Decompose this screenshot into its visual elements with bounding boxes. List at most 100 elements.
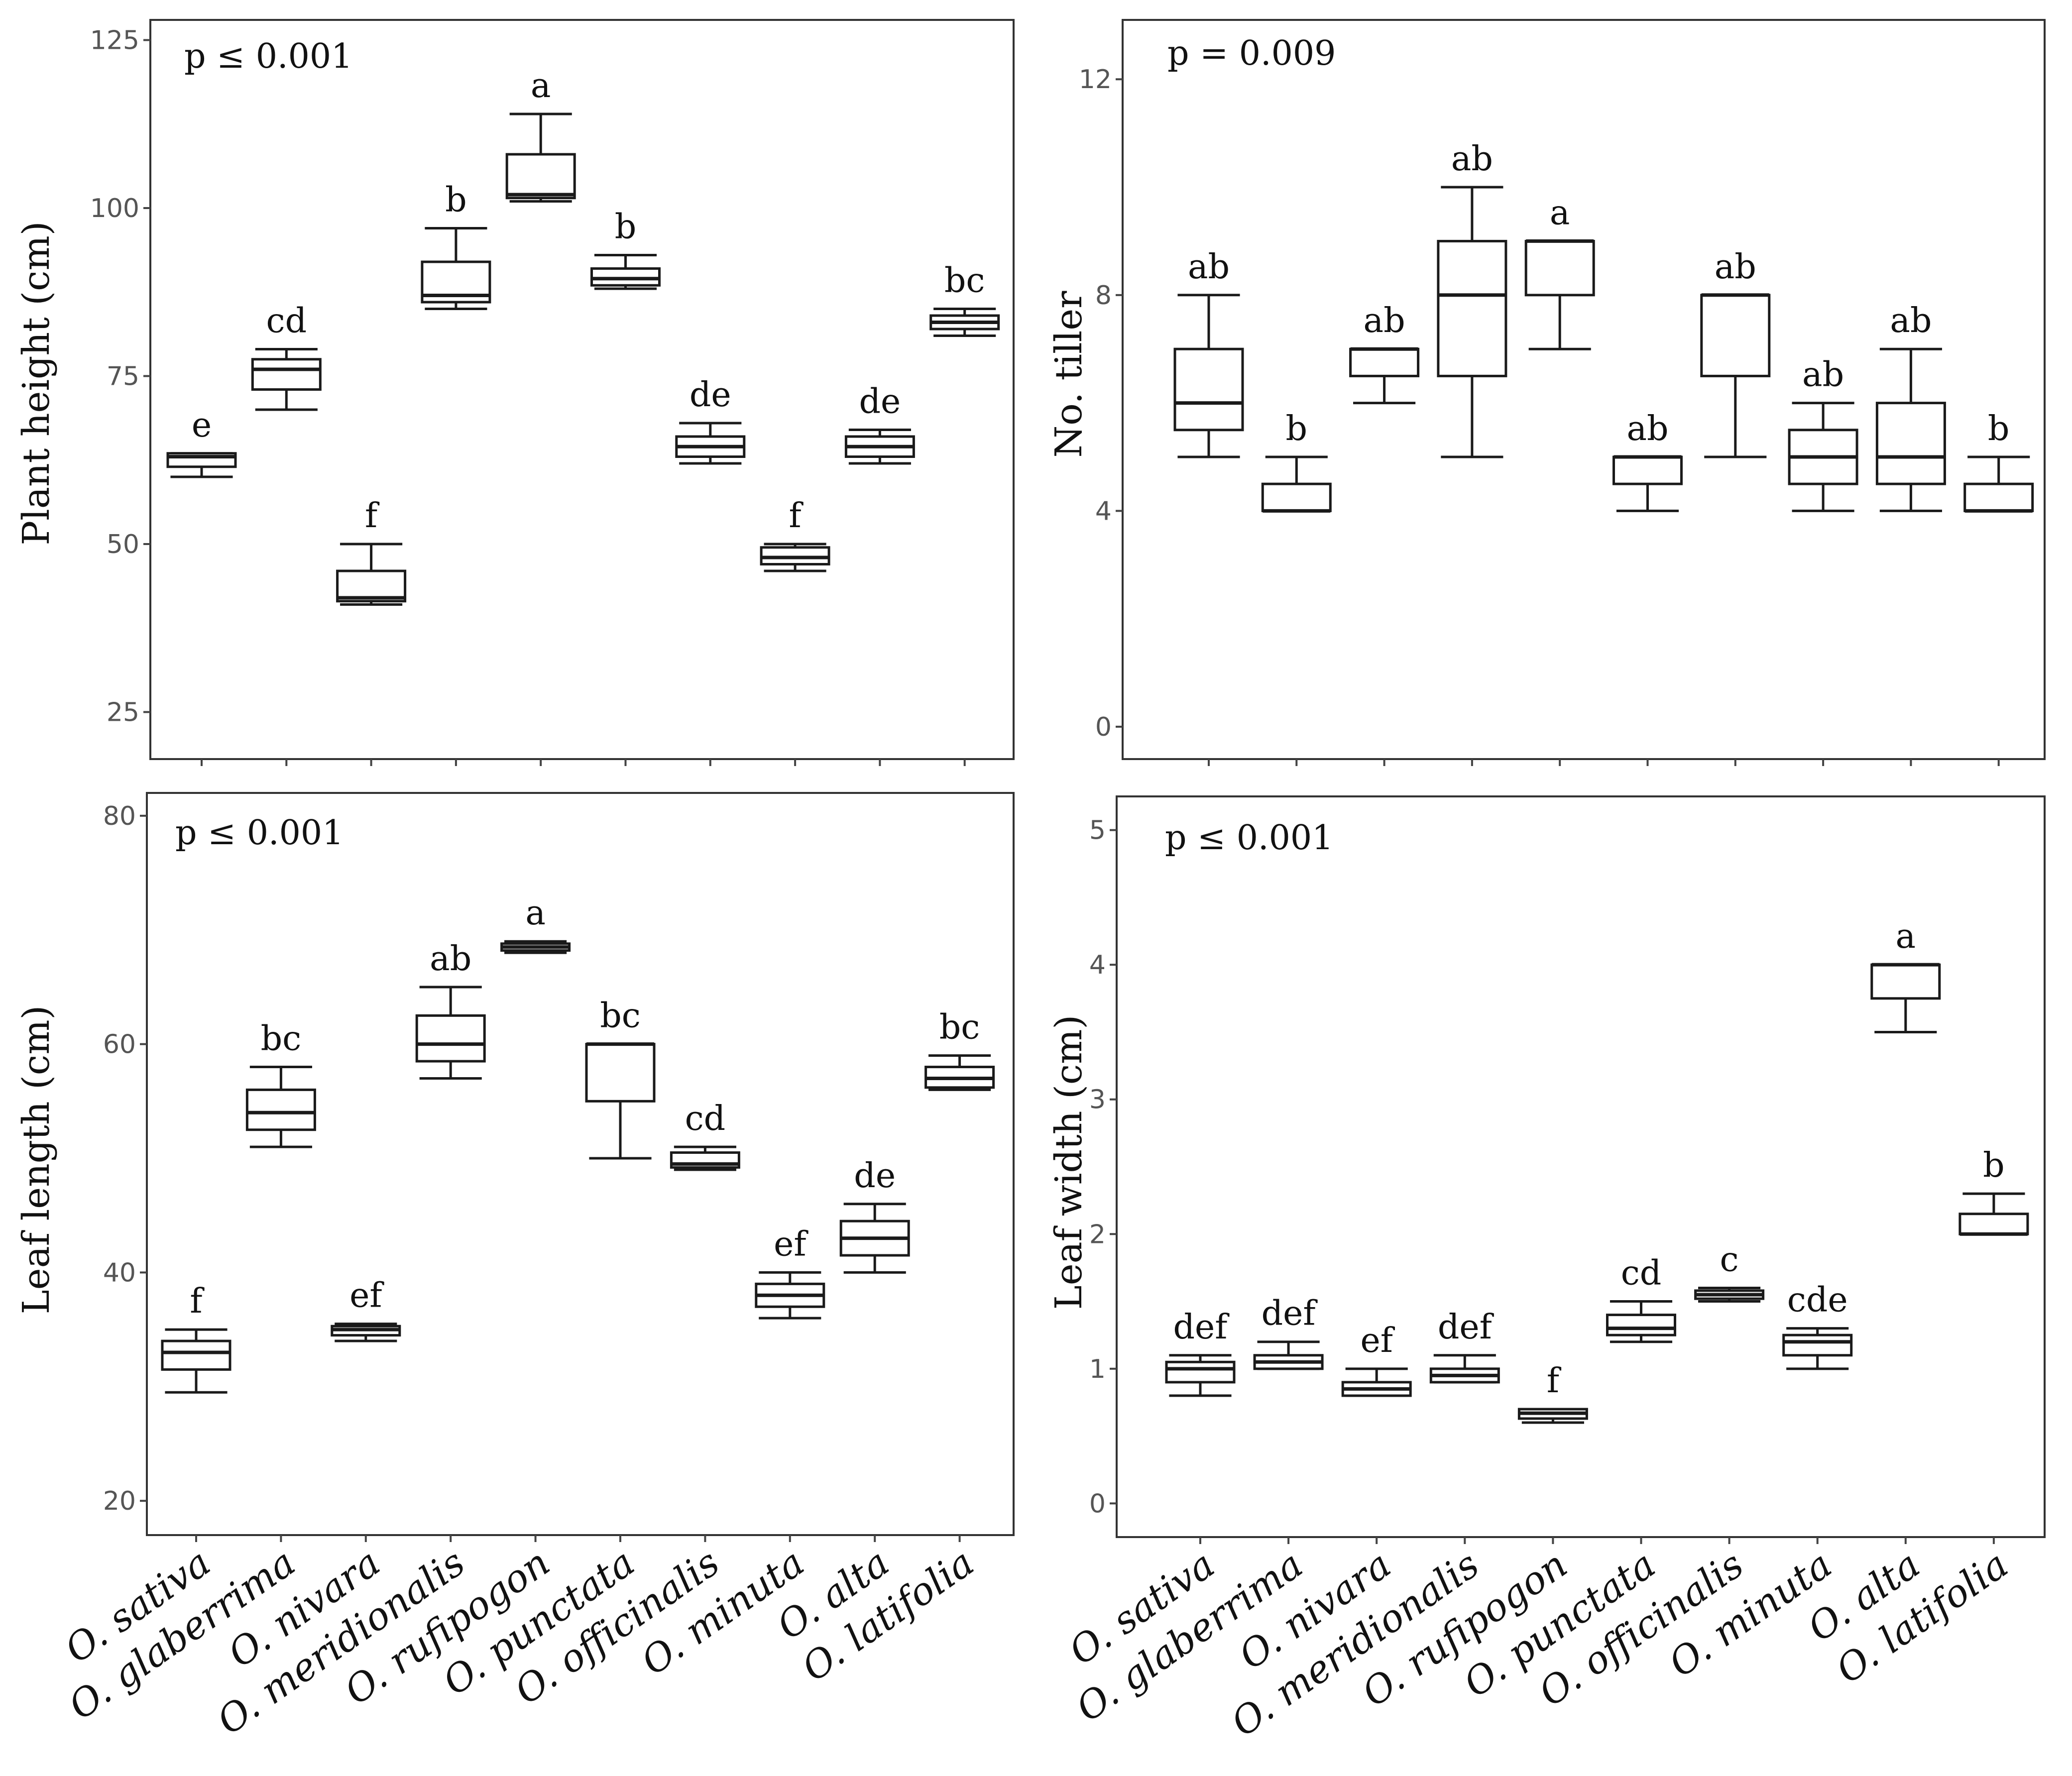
box-o-nivara: ef — [1341, 1321, 1412, 1397]
y-tick-label: 2 — [1089, 1220, 1106, 1249]
y-tick-label: 4 — [1095, 496, 1112, 526]
box-o-officinalis: c — [1694, 1240, 1765, 1303]
significance-letter: e — [192, 406, 212, 445]
iqr-box — [1524, 239, 1595, 297]
boxes: f bc ef ab a bc cd ef de bc — [161, 893, 995, 1394]
y-tick-label: 80 — [103, 801, 136, 831]
significance-letter: def — [1438, 1308, 1495, 1347]
iqr-box — [161, 1339, 231, 1371]
y-tick-label: 0 — [1095, 712, 1112, 742]
y-axis-label: No. tiller — [1047, 291, 1090, 458]
box-o-minuta: ef — [755, 1224, 825, 1320]
box-o-officinalis: de — [675, 375, 746, 465]
p-value: p ≤ 0.001 — [184, 37, 352, 76]
box-o-sativa: ab — [1173, 247, 1244, 458]
y-axis: 0 1 2 3 4 5 — [1089, 816, 1117, 1519]
y-tick-label: 125 — [90, 26, 139, 56]
y-tick-label: 0 — [1089, 1489, 1106, 1519]
y-tick-label: 40 — [103, 1258, 136, 1288]
iqr-box — [245, 1088, 316, 1131]
significance-letter: cd — [685, 1099, 726, 1138]
x-axis — [201, 759, 966, 766]
box-o-glaberrima: def — [1253, 1294, 1324, 1370]
box-o-officinalis: ab — [1700, 247, 1771, 458]
box-o-alta: ab — [1875, 301, 1946, 512]
y-tick-label: 60 — [103, 1030, 136, 1060]
significance-letter: ef — [1360, 1321, 1395, 1360]
y-tick-label: 4 — [1089, 950, 1106, 980]
box-o-rufipogon: a — [1524, 193, 1595, 350]
significance-letter: ab — [1715, 247, 1756, 287]
iqr-box — [585, 1043, 656, 1103]
y-axis: 25 50 75 100 125 — [90, 26, 150, 728]
significance-letter: b — [1286, 409, 1308, 448]
box-o-glaberrima: cd — [251, 302, 322, 411]
significance-letter: de — [859, 382, 901, 422]
iqr-box — [1700, 294, 1771, 377]
p-value: p ≤ 0.001 — [1165, 818, 1333, 858]
y-axis: 0 4 8 12 — [1079, 65, 1123, 742]
panel-leaf-length: Leaf length (cm) p ≤ 0.001 20 40 60 80 O. s… — [15, 792, 1015, 1743]
plot-frame — [1116, 795, 2046, 1538]
iqr-box — [1606, 1314, 1676, 1336]
box-o-punctata: cd — [1606, 1254, 1676, 1343]
significance-letter: cd — [266, 302, 307, 341]
box-o-officinalis: cd — [670, 1099, 740, 1171]
y-tick-label: 20 — [103, 1486, 136, 1516]
box-o-nivara: ef — [331, 1276, 401, 1342]
box-o-punctata: ab — [1612, 409, 1683, 512]
boxes: e cd f b a b de f de bc — [166, 66, 1000, 606]
significance-letter: a — [1550, 193, 1570, 232]
plot-frame — [146, 792, 1015, 1536]
box-o-sativa: f — [161, 1282, 231, 1394]
significance-letter: ab — [1364, 301, 1405, 340]
significance-letter: def — [1173, 1308, 1230, 1347]
y-tick-label: 75 — [107, 362, 139, 392]
box-o-alta: de — [839, 1156, 910, 1274]
significance-letter: b — [1988, 409, 2010, 448]
y-tick-label: 25 — [107, 698, 139, 728]
iqr-box — [415, 1014, 486, 1063]
significance-letter: ab — [1626, 409, 1668, 448]
significance-letter: ab — [430, 939, 471, 979]
box-o-minuta: f — [760, 496, 830, 572]
significance-letter: def — [1262, 1294, 1318, 1333]
y-axis-label: Leaf length (cm) — [15, 1005, 58, 1315]
iqr-box — [1437, 239, 1507, 377]
significance-letter: ab — [1802, 355, 1844, 395]
box-o-sativa: def — [1165, 1308, 1236, 1397]
box-o-nivara: ab — [1349, 301, 1420, 405]
box-o-meridionalis: def — [1429, 1308, 1500, 1384]
significance-letter: a — [1896, 917, 1916, 956]
iqr-box — [1870, 963, 1941, 1000]
significance-letter: bc — [939, 1008, 980, 1047]
plot-frame — [1122, 19, 2046, 760]
box-o-latifolia: b — [1958, 1146, 2029, 1236]
box-o-punctata: bc — [585, 997, 656, 1160]
significance-letter: b — [1983, 1146, 2005, 1185]
box-o-latifolia: bc — [924, 1008, 995, 1091]
iqr-box — [1612, 455, 1683, 485]
p-value: p ≤ 0.001 — [175, 813, 344, 853]
iqr-box — [1958, 1213, 2029, 1235]
iqr-box — [1963, 482, 2034, 512]
significance-letter: ef — [349, 1276, 384, 1316]
box-o-meridionalis: b — [421, 181, 491, 310]
significance-letter: a — [525, 893, 546, 933]
significance-letter: bc — [261, 1019, 302, 1059]
y-axis-label: Leaf width (cm) — [1047, 1015, 1090, 1310]
y-tick-label: 100 — [90, 194, 139, 223]
significance-letter: bc — [944, 261, 985, 301]
iqr-box — [505, 153, 576, 200]
iqr-box — [1349, 347, 1420, 377]
significance-letter: cd — [1621, 1254, 1662, 1293]
y-tick-label: 50 — [107, 530, 139, 559]
y-tick-label: 12 — [1079, 65, 1112, 95]
significance-letter: f — [789, 496, 804, 536]
box-o-meridionalis: ab — [1437, 139, 1507, 458]
